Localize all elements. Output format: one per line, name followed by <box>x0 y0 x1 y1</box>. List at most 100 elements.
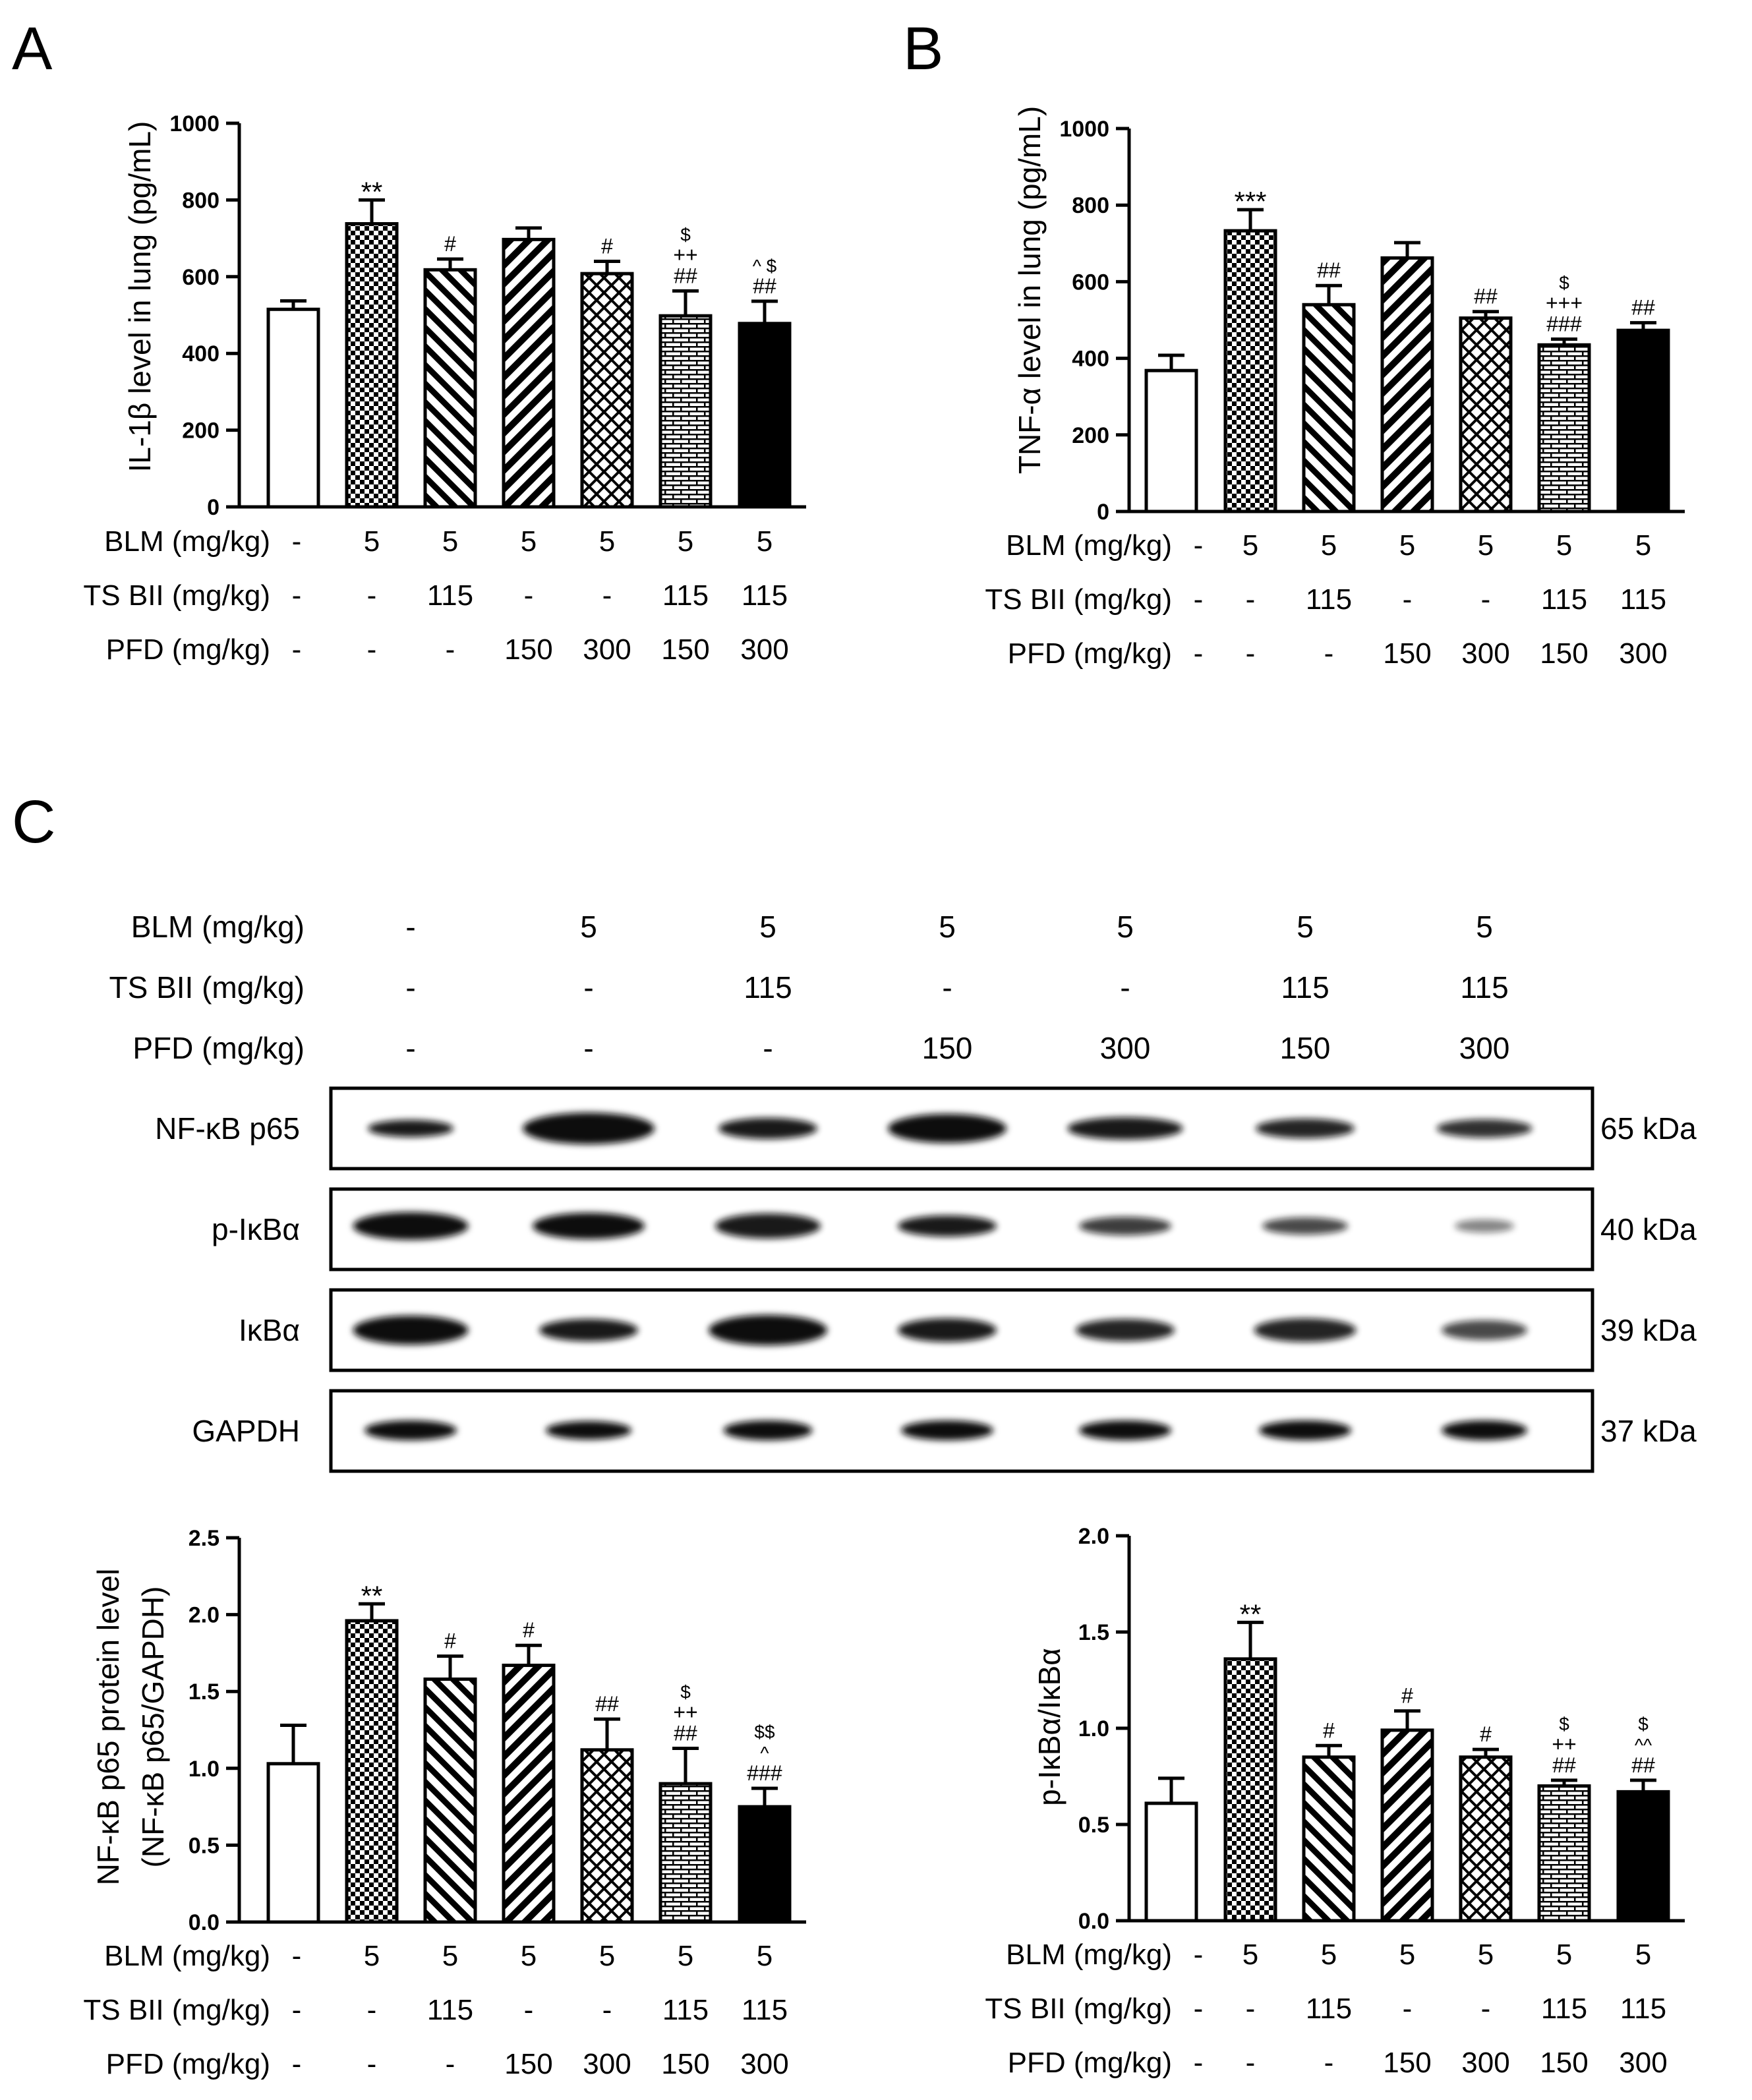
y-tick-label: 800 <box>1072 193 1109 218</box>
bar-1 <box>1144 368 1198 513</box>
western-blot-treatment-header: BLM (mg/kg) - 5 5 5 5 5 5 TS BII (mg/kg) - - 115 - - 1… <box>109 910 1510 1065</box>
significance-mark: # <box>523 1618 535 1642</box>
blot-band <box>718 1118 817 1139</box>
wb-treatment-label-tsbii: TS BII (mg/kg) <box>109 970 305 1005</box>
wb-treatment-value-pfd: 300 <box>1459 1031 1510 1065</box>
treatment-value-blm: 5 <box>599 525 615 558</box>
bar-2 <box>1223 1657 1277 1923</box>
chart-p-ikba-ratio: 0.00.51.01.52.0p-IκBα/IκBα**#####++$##^^… <box>985 1524 1685 2079</box>
treatment-value-tsbii: - <box>1481 1993 1491 2025</box>
treatment-value-pfd: 300 <box>1619 2047 1667 2079</box>
y-axis-label: NF-κB p65 protein level <box>91 1569 125 1886</box>
treatment-label-pfd: PFD (mg/kg) <box>1008 637 1172 670</box>
blot-band <box>546 1421 631 1440</box>
y-tick-label: 2.0 <box>189 1603 219 1628</box>
treatment-value-blm: 5 <box>599 1940 615 1972</box>
treatment-value-pfd: - <box>292 2048 302 2080</box>
blot-band <box>523 1113 655 1144</box>
treatment-value-pfd: 150 <box>1540 2047 1588 2079</box>
y-tick-label: 2.0 <box>1078 1524 1109 1549</box>
bar-3 <box>423 1677 477 1924</box>
y-tick-label: 0 <box>207 495 219 520</box>
blot-protein-name: p-IκBα <box>212 1212 300 1246</box>
blot-band <box>1262 1217 1348 1235</box>
significance-mark: ++ <box>673 243 697 266</box>
treatment-value-blm: 5 <box>1399 1939 1415 1971</box>
significance-mark: ## <box>1317 258 1341 282</box>
treatment-value-tsbii: - <box>1481 583 1491 616</box>
treatment-value-blm: 5 <box>1242 1939 1258 1971</box>
treatment-value-blm: 5 <box>1635 529 1651 562</box>
treatment-value-tsbii: - <box>524 579 534 612</box>
bar-1 <box>266 1762 320 1924</box>
blot-molecular-weight: 40 kDa <box>1600 1212 1697 1246</box>
wb-treatment-value-pfd: 300 <box>1100 1031 1151 1065</box>
bar-4 <box>1380 1728 1434 1923</box>
significance-mark: ## <box>1631 1753 1655 1777</box>
y-tick-label: 0.5 <box>1078 1813 1109 1838</box>
treatment-value-blm: 5 <box>521 1940 537 1972</box>
wb-treatment-value-tsbii: 115 <box>744 970 792 1005</box>
treatment-value-pfd: 300 <box>740 633 788 666</box>
significance-mark: $ <box>1638 1714 1649 1734</box>
treatment-value-blm: - <box>292 1940 302 1972</box>
y-tick-label: 1.0 <box>1078 1716 1109 1741</box>
treatment-value-pfd: - <box>1194 637 1204 670</box>
bar-5 <box>1459 316 1513 513</box>
bar-6 <box>1537 1784 1591 1923</box>
significance-mark: ### <box>747 1761 782 1785</box>
treatment-value-pfd: - <box>446 633 455 666</box>
treatment-label-pfd: PFD (mg/kg) <box>106 633 270 666</box>
y-axis-label-line2: (NF-κB p65/GAPDH) <box>136 1587 170 1868</box>
treatment-value-tsbii: 115 <box>662 579 709 612</box>
treatment-value-tsbii: 115 <box>1306 583 1352 616</box>
treatment-value-tsbii: 115 <box>1620 583 1666 616</box>
wb-treatment-value-blm: 5 <box>1476 910 1493 944</box>
significance-mark: $ <box>680 224 691 245</box>
treatment-value-pfd: 300 <box>1461 637 1509 670</box>
wb-treatment-value-pfd: 150 <box>1280 1031 1331 1065</box>
chart-il1b: 0 200 400 600 800 1000 IL-1β level in lung (pg… <box>83 111 806 666</box>
treatment-value-tsbii: 115 <box>1306 1993 1352 2025</box>
blot-band <box>1256 1119 1355 1138</box>
blot-band <box>709 1315 827 1345</box>
blot-molecular-weight: 65 kDa <box>1600 1111 1697 1146</box>
significance-mark: ^ <box>760 1743 769 1763</box>
treatment-value-pfd: 300 <box>1461 2047 1509 2079</box>
treatment-value-tsbii: - <box>602 579 612 612</box>
treatment-value-tsbii: - <box>524 1994 534 2026</box>
treatment-value-blm: 5 <box>678 1940 693 1972</box>
treatment-value-tsbii: - <box>1246 1993 1256 2025</box>
treatment-value-pfd: 150 <box>661 2048 709 2080</box>
blot-band <box>898 1318 997 1342</box>
treatment-value-blm: 5 <box>1242 529 1258 562</box>
treatment-value-blm: 5 <box>1556 1939 1572 1971</box>
bar-4 <box>1380 256 1434 513</box>
treatment-value-tsbii: 115 <box>662 1994 709 2026</box>
treatment-value-pfd: - <box>1246 2047 1256 2079</box>
bar-1 <box>266 307 320 509</box>
blot-band <box>353 1212 469 1240</box>
treatment-value-tsbii: - <box>1403 1993 1413 2025</box>
y-tick-label: 200 <box>1072 423 1109 448</box>
y-tick-label: 0.0 <box>1078 1909 1109 1934</box>
western-blot-panels: NF-κB p65 65 kDa p-IκBα 40 kDa IκBα 39 kDa GAP… <box>155 1086 1697 1473</box>
significance-mark: # <box>444 232 456 256</box>
wb-treatment-value-tsbii: - <box>942 970 952 1005</box>
y-tick-label: 1000 <box>169 111 219 136</box>
treatment-value-pfd: 150 <box>504 2048 552 2080</box>
treatment-value-tsbii: - <box>367 579 377 612</box>
significance-mark: ^ $ <box>753 256 777 276</box>
treatment-value-tsbii: 115 <box>742 1994 788 2026</box>
bar-3 <box>1302 1755 1356 1923</box>
y-tick-label: 1000 <box>1059 117 1109 142</box>
treatment-value-blm: 5 <box>442 525 458 558</box>
treatment-value-tsbii: - <box>1194 583 1204 616</box>
treatment-value-blm: 5 <box>757 525 773 558</box>
bar-2 <box>345 1619 399 1924</box>
blot-molecular-weight: 37 kDa <box>1600 1414 1697 1448</box>
wb-treatment-value-pfd: - <box>583 1031 593 1065</box>
wb-treatment-value-pfd: 150 <box>922 1031 973 1065</box>
treatment-value-pfd: 300 <box>583 633 631 666</box>
